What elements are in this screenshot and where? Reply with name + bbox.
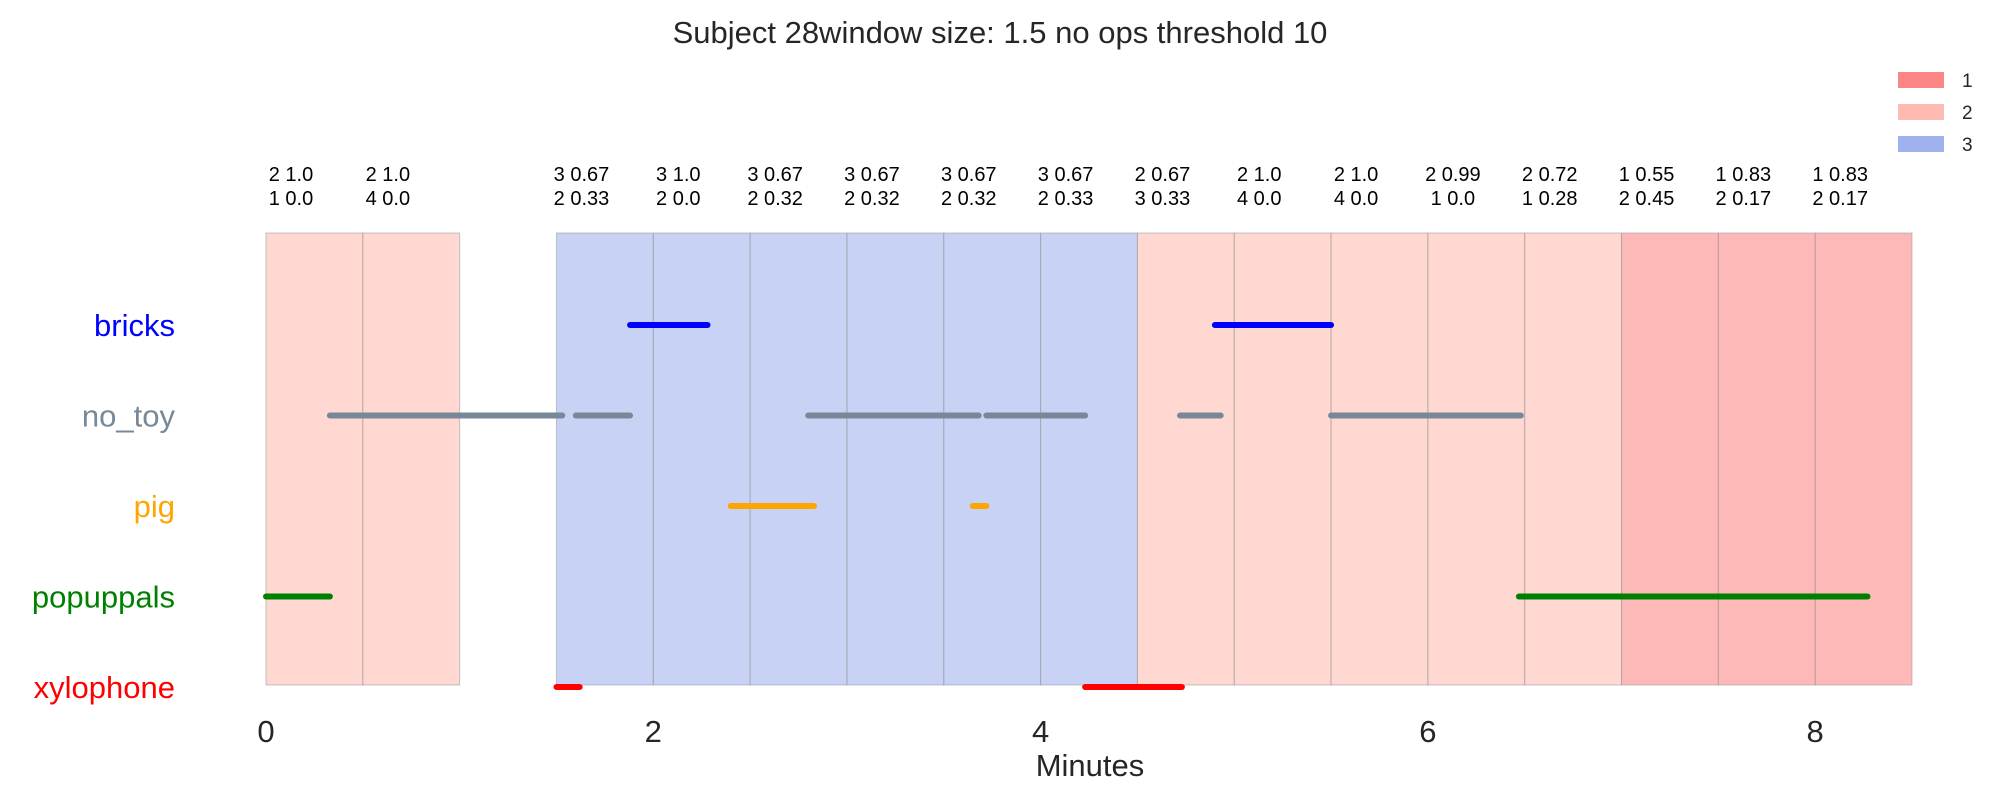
window-annotation-5-line2: 2 0.32	[747, 188, 803, 210]
x-axis-label: Minutes	[1036, 748, 1145, 783]
row-label-pig: pig	[134, 489, 175, 524]
toy-segments	[263, 322, 1871, 690]
window-annotation-3-line2: 2 0.33	[554, 188, 610, 210]
window-annotation-2-line2: 4 0.0	[366, 188, 410, 210]
window-annotation-14-line2: 2 0.45	[1619, 188, 1675, 210]
state-window-16	[1814, 232, 1913, 686]
state-window-2	[362, 232, 461, 686]
window-annotation-12-line1: 2 0.99	[1425, 164, 1481, 186]
legend-label-1: 1	[1962, 71, 1973, 92]
legend-swatch-3	[1898, 136, 1944, 152]
state-window-14	[1621, 232, 1719, 686]
window-annotation-12-line2: 1 0.0	[1431, 188, 1475, 210]
state-window-3	[555, 232, 654, 686]
row-label-xylophone: xylophone	[34, 670, 175, 705]
row-label-no_toy: no_toy	[82, 399, 176, 434]
window-annotation-13-line2: 1 0.28	[1522, 188, 1578, 210]
legend-label-3: 3	[1962, 135, 1973, 156]
state-window-15	[1717, 232, 1816, 686]
x-tick-label-0: 0	[257, 714, 274, 749]
state-windows	[265, 232, 1913, 686]
state-window-6	[846, 232, 945, 686]
window-annotation-15-line1: 1 0.83	[1716, 164, 1772, 186]
legend-swatch-1	[1898, 72, 1944, 88]
window-annotation-15-line2: 2 0.17	[1716, 188, 1772, 210]
window-annotation-1-line2: 1 0.0	[269, 188, 313, 210]
window-annotation-7-line2: 2 0.32	[941, 188, 997, 210]
window-annotation-1-line1: 2 1.0	[269, 164, 313, 186]
legend-label-2: 2	[1962, 103, 1973, 124]
window-annotation-10-line2: 4 0.0	[1237, 188, 1281, 210]
state-window-9	[1136, 232, 1235, 686]
state-window-8	[1040, 232, 1138, 686]
window-annotation-9-line2: 3 0.33	[1135, 188, 1191, 210]
state-window-1	[265, 232, 364, 686]
legend: 1 2 3	[1898, 71, 1973, 156]
window-annotation-9-line1: 2 0.67	[1135, 164, 1191, 186]
window-annotation-5-line1: 3 0.67	[747, 164, 803, 186]
x-tick-label-4: 4	[1032, 714, 1049, 749]
window-annotation-11-line2: 4 0.0	[1334, 188, 1378, 210]
x-tick-label-8: 8	[1807, 714, 1824, 749]
window-annotation-8-line2: 2 0.33	[1038, 188, 1094, 210]
state-window-13	[1524, 232, 1623, 686]
row-label-popuppals: popuppals	[32, 580, 175, 615]
window-annotation-6-line2: 2 0.32	[844, 188, 900, 210]
window-annotation-11-line1: 2 1.0	[1334, 164, 1378, 186]
x-tick-label-6: 6	[1419, 714, 1436, 749]
x-tick-label-2: 2	[645, 714, 662, 749]
window-annotation-16-line2: 2 0.17	[1812, 188, 1868, 210]
window-annotation-2-line1: 2 1.0	[366, 164, 410, 186]
state-window-7	[943, 232, 1042, 686]
row-label-bricks: bricks	[94, 308, 175, 343]
window-annotation-3-line1: 3 0.67	[554, 164, 610, 186]
state-window-12	[1427, 232, 1526, 686]
chart-title: Subject 28window size: 1.5 no ops thresh…	[673, 15, 1328, 50]
window-annotation-8-line1: 3 0.67	[1038, 164, 1094, 186]
state-window-11	[1330, 232, 1429, 686]
window-annotation-14-line1: 1 0.55	[1619, 164, 1675, 186]
window-annotation-13-line1: 2 0.72	[1522, 164, 1578, 186]
window-annotation-16-line1: 1 0.83	[1812, 164, 1868, 186]
window-annotation-4-line2: 2 0.0	[656, 188, 700, 210]
state-window-5	[749, 232, 848, 686]
window-annotation-7-line1: 3 0.67	[941, 164, 997, 186]
window-annotation-4-line1: 3 1.0	[656, 164, 700, 186]
window-annotation-6-line1: 3 0.67	[844, 164, 900, 186]
state-window-10	[1233, 232, 1332, 686]
window-annotations: 2 1.01 0.02 1.04 0.03 0.672 0.333 1.02 0…	[269, 164, 1868, 210]
x-axis-ticks: 0 2 4 6 8	[257, 714, 1823, 749]
state-window-4	[652, 232, 751, 686]
window-annotation-10-line1: 2 1.0	[1237, 164, 1281, 186]
legend-swatch-2	[1898, 104, 1944, 120]
